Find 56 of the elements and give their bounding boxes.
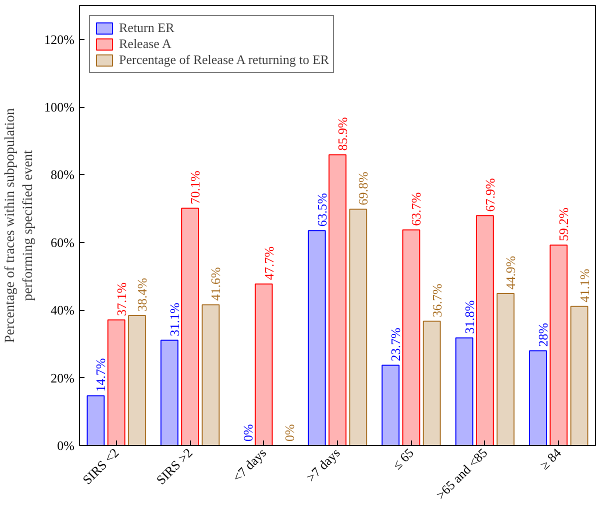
data-label: 69.8% <box>356 172 371 206</box>
data-label: 63.7% <box>408 192 424 226</box>
data-label: 14.7% <box>93 358 108 392</box>
data-label: 0% <box>282 424 297 442</box>
data-label: 23.7% <box>388 328 404 362</box>
x-tick-label: <7 days <box>230 445 270 485</box>
y-tick-label: 20% <box>50 370 75 386</box>
bar <box>422 320 441 446</box>
legend-label: Release A <box>119 36 172 52</box>
bar <box>107 319 126 446</box>
bar <box>349 208 368 446</box>
data-label: 70.1% <box>188 170 203 204</box>
bar <box>202 304 220 446</box>
data-label: 41.6% <box>208 266 224 301</box>
bar <box>476 215 494 446</box>
data-label: 44.9% <box>503 256 518 290</box>
data-label: 41.1% <box>576 268 592 302</box>
data-label: 31.8% <box>462 300 477 334</box>
x-tick-label: ≤ 65 <box>389 445 417 472</box>
legend-label: Return ER <box>119 20 174 36</box>
bar <box>160 340 178 446</box>
bar <box>496 293 515 446</box>
bar <box>455 337 474 446</box>
data-label: 36.7% <box>429 284 444 318</box>
bar <box>529 350 547 446</box>
data-label: 0% <box>240 424 256 442</box>
y-tick-label: 40% <box>50 302 75 318</box>
bar <box>254 284 273 446</box>
data-label: 85.9% <box>335 117 350 151</box>
data-label: 63.5% <box>314 192 330 227</box>
bar <box>550 244 568 446</box>
y-tick-label: 0% <box>57 438 75 453</box>
bar <box>181 208 200 446</box>
y-tick-label: 100% <box>44 100 75 115</box>
bar <box>402 229 420 446</box>
bar <box>382 364 400 446</box>
data-label: 47.7% <box>261 246 276 280</box>
x-tick-label: ≥ 84 <box>536 444 564 472</box>
data-label: 38.4% <box>134 278 150 312</box>
y-axis-title: Percentage of traces within subpopulation performing specified event <box>3 108 36 343</box>
bar <box>570 306 588 446</box>
y-tick-label: 60% <box>50 234 75 250</box>
bar <box>308 230 326 446</box>
data-label: 28% <box>536 322 551 347</box>
data-label: 31.1% <box>166 302 182 336</box>
y-tick-label: 120% <box>44 32 75 47</box>
bar <box>128 315 146 446</box>
x-tick-label: >65 and <85 <box>433 445 490 502</box>
data-label: 37.1% <box>114 282 129 316</box>
bar <box>328 154 346 446</box>
bar <box>86 395 105 446</box>
legend-label: Percentage of Release A returning to ER <box>119 52 330 68</box>
data-label: 67.9% <box>482 178 498 212</box>
data-label: 59.2% <box>556 207 572 242</box>
y-tick-label: 80% <box>50 167 75 182</box>
x-tick-label: >7 days <box>303 445 343 485</box>
